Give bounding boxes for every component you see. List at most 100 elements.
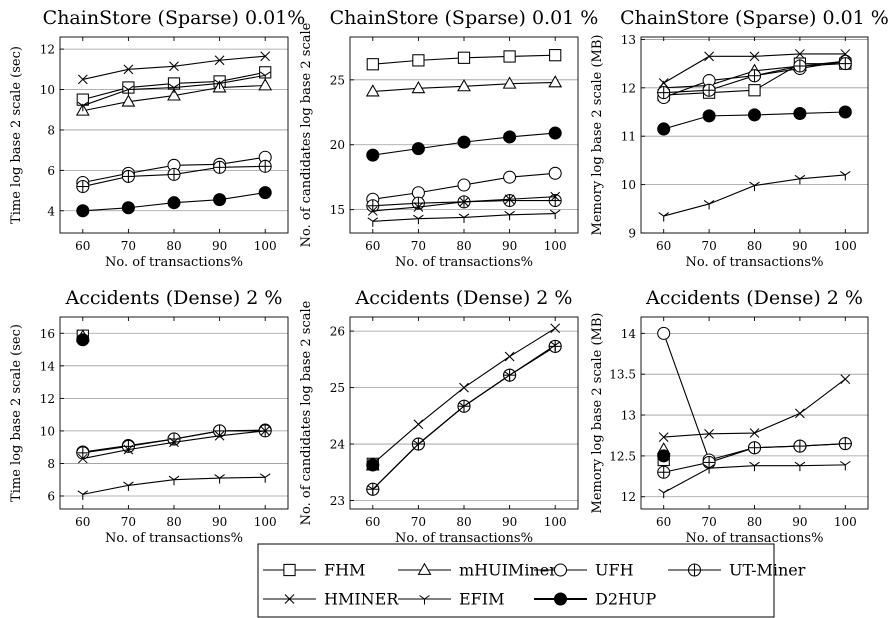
chart-title: Accidents (Dense) 2 %: [65, 287, 283, 309]
y-axis-label: Time log base 2 scale (sec): [9, 46, 24, 224]
data-point-mhuiminer: [121, 94, 136, 107]
y-axis-label: No. of candidates log base 2 scale: [299, 300, 314, 525]
series-d2hup: [366, 126, 562, 162]
chart-title: Accidents (Dense) 2 %: [645, 287, 863, 309]
legend-entry-ufh: UFH: [534, 561, 634, 580]
data-point-d2hup: [657, 122, 671, 136]
series-efim: [367, 209, 561, 227]
data-point-ut-miner: [702, 83, 716, 97]
x-tick-label: 80: [166, 239, 181, 253]
data-point-d2hup: [213, 193, 227, 207]
series-ut-miner: [76, 159, 272, 194]
x-axis-label: No. of transactions%: [686, 255, 824, 270]
series-line-hminer: [82, 55, 266, 80]
data-point-ufh: [503, 170, 517, 184]
data-point-fhm: [412, 54, 425, 67]
data-point-efim: [749, 181, 760, 192]
y-tick-label: 16: [40, 327, 55, 341]
y-tick-label: 25: [330, 73, 345, 87]
legend-box: [257, 543, 775, 618]
data-point-fhm: [457, 51, 471, 64]
series-hminer: [77, 51, 271, 85]
data-point-d2hup: [657, 449, 671, 463]
data-point-efim: [77, 101, 89, 112]
data-point-ufh: [548, 166, 562, 180]
chart-panel-accidents-candidates: 23 24 25 26 60 70 80 90 100 Accidents (Dense) 2 %…: [299, 287, 579, 546]
data-point-d2hup: [76, 204, 90, 218]
legend-entry-d2hup: D2HUP: [534, 590, 656, 609]
data-point-hminer: [795, 49, 805, 59]
y-tick-label: 26: [330, 325, 345, 339]
x-tick-label: 60: [75, 239, 90, 253]
data-point-ut-miner: [167, 167, 181, 181]
data-point-hminer: [749, 428, 760, 438]
data-point-ut-miner: [548, 194, 562, 208]
x-tick-label: 80: [747, 515, 762, 529]
plot-frame: [349, 36, 579, 234]
data-point-ut-miner: [657, 86, 671, 100]
series-ut-miner: [657, 437, 852, 479]
plot-frame: [59, 316, 289, 510]
series-line-ut-miner: [372, 345, 556, 490]
x-axis-label: No. of transactions%: [105, 255, 243, 270]
series-hminer: [367, 323, 561, 469]
data-point-ut-miner: [702, 455, 716, 469]
data-point-efim: [168, 475, 180, 486]
x-tick-label: 100: [254, 515, 277, 529]
data-point-hminer: [704, 51, 714, 62]
x-tick-label: 90: [502, 239, 517, 253]
data-point-efim: [259, 473, 271, 483]
series-line-ufh: [663, 333, 846, 461]
legend-label: FHM: [324, 561, 365, 580]
series-hminer: [658, 374, 851, 442]
data-point-fhm: [549, 49, 562, 62]
legend-entry-efim: EFIM: [398, 590, 504, 609]
data-point-mhuiminer: [365, 84, 380, 97]
series-line-efim: [663, 174, 846, 217]
data-point-ut-miner: [657, 465, 671, 479]
chart-panel-accidents-memory: 12 12.5 13 13.5 14 60 70 80 90 100 Accidents (Dens…: [590, 287, 869, 546]
data-point-ut-miner: [838, 437, 852, 451]
x-tick-label: 60: [365, 239, 380, 253]
series-fhm: [366, 49, 562, 71]
data-point-efim: [214, 79, 225, 89]
data-point-ut-miner: [503, 194, 517, 208]
x-tick-label: 60: [656, 515, 671, 529]
data-point-fhm: [748, 84, 761, 97]
data-point-hminer: [840, 49, 851, 59]
series-efim: [77, 473, 271, 500]
data-point-efim: [658, 212, 670, 222]
series-hminer: [658, 49, 851, 88]
y-tick-label: 14: [621, 327, 637, 341]
data-point-efim: [549, 209, 561, 220]
data-point-mhuiminer: [502, 76, 517, 89]
x-tick-label: 70: [701, 239, 716, 253]
x-tick-label: 100: [834, 515, 857, 529]
data-point-efim: [458, 213, 470, 223]
x-tick-label: 60: [656, 239, 671, 253]
data-point-hminer: [413, 202, 424, 212]
chart-title: ChainStore (Sparse) 0.01 %: [620, 7, 889, 29]
data-point-efim: [168, 83, 180, 94]
legend-label: HMINER: [324, 590, 399, 609]
chart-title: Accidents (Dense) 2 %: [355, 287, 573, 309]
data-point-d2hup: [258, 186, 272, 200]
x-tick-label: 90: [792, 515, 807, 529]
x-tick-label: 100: [544, 239, 567, 253]
data-point-hminer: [504, 194, 515, 205]
series-d2hup: [366, 458, 380, 472]
y-tick-label: 12: [621, 490, 636, 504]
data-point-hminer: [459, 382, 469, 393]
series-hminer: [77, 426, 271, 464]
data-point-fhm: [366, 58, 379, 71]
legend-label: UFH: [595, 561, 634, 580]
series-line-hminer: [372, 327, 556, 465]
x-tick-label: 80: [166, 515, 181, 529]
data-point-efim: [749, 461, 760, 472]
x-axis-label: No. of transactions%: [105, 531, 243, 546]
data-point-d2hup: [548, 126, 562, 140]
data-point-d2hup: [366, 148, 380, 162]
legend-entry-hminer: HMINER: [263, 590, 399, 609]
data-point-fhm: [503, 50, 516, 63]
